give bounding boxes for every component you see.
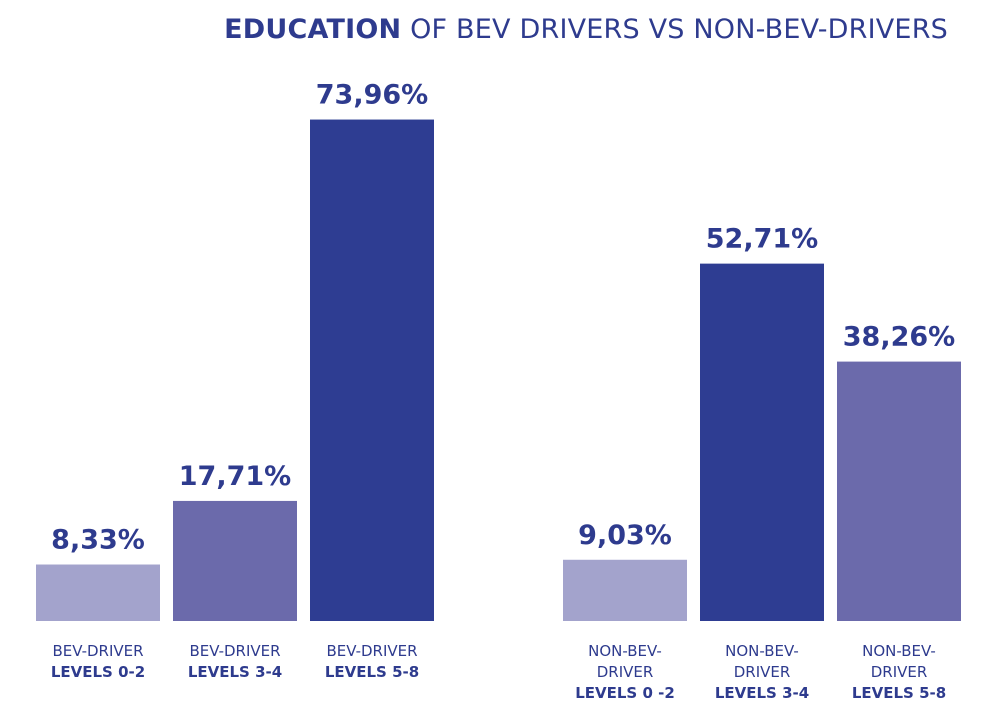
category-level-g1-b2: LEVELS 3-4 (188, 663, 282, 681)
value-label-g2-b3: 38,26% (843, 322, 955, 353)
bar-g1-b1 (36, 564, 160, 621)
bar-g2-b1 (563, 559, 687, 621)
category-label-g1-b1-line1: BEV-DRIVER (52, 642, 143, 660)
category-label-g2-b2-line1: NON-BEV- (725, 642, 799, 660)
value-label-g2-b1: 9,03% (578, 520, 672, 551)
category-level-g2-b3: LEVELS 5-8 (852, 684, 946, 702)
category-level-g2-b1: LEVELS 0 -2 (575, 684, 675, 702)
category-label-g2-b1-line2: DRIVER (597, 663, 654, 681)
category-level-g2-b2: LEVELS 3-4 (715, 684, 809, 702)
value-label-g2-b2: 52,71% (706, 224, 818, 255)
chart-title: EDUCATION OF BEV DRIVERS VS NON-BEV-DRIV… (224, 14, 948, 45)
value-label-g1-b1: 8,33% (51, 525, 145, 556)
bar-g2-b3 (837, 361, 961, 621)
category-label-g2-b1-line1: NON-BEV- (588, 642, 662, 660)
bar-g1-b3 (310, 119, 434, 621)
chart-title-rest: OF BEV DRIVERS VS NON-BEV-DRIVERS (401, 14, 948, 45)
category-label-g1-b3-line1: BEV-DRIVER (326, 642, 417, 660)
category-level-g1-b3: LEVELS 5-8 (325, 663, 419, 681)
category-label-g2-b3-line1: NON-BEV- (862, 642, 936, 660)
category-level-g1-b1: LEVELS 0-2 (51, 663, 145, 681)
category-label-g2-b3-line2: DRIVER (871, 663, 928, 681)
bar-g1-b2 (173, 500, 297, 621)
value-label-g1-b3: 73,96% (316, 80, 428, 111)
value-label-g1-b2: 17,71% (179, 461, 291, 492)
category-label-g1-b2-line1: BEV-DRIVER (189, 642, 280, 660)
category-label-g2-b2-line2: DRIVER (734, 663, 791, 681)
chart-title-strong: EDUCATION (224, 14, 402, 45)
bar-g2-b2 (700, 263, 824, 621)
